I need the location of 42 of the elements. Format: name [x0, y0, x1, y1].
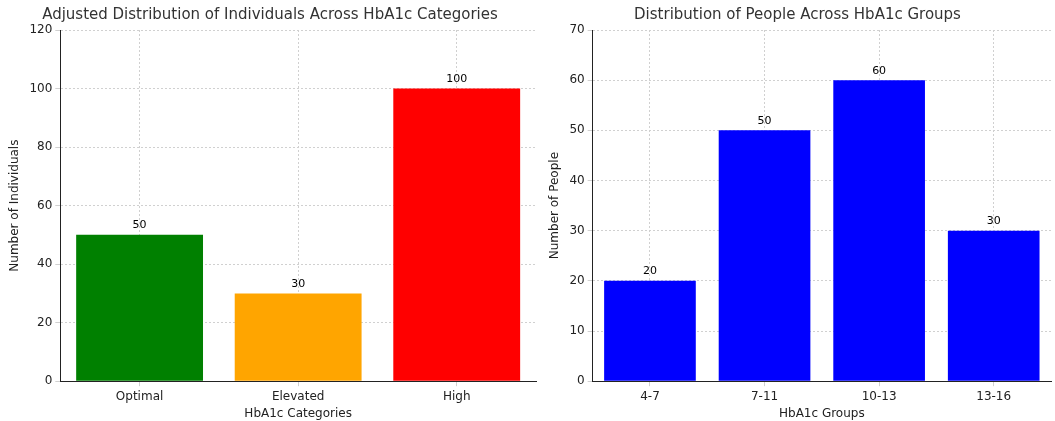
- bar: [393, 88, 521, 381]
- x-tick-label: 4-7: [640, 388, 660, 403]
- y-tick-label: 20: [569, 272, 585, 287]
- x-tick-label: 10-13: [861, 388, 897, 403]
- data-label: 50: [757, 113, 772, 127]
- y-tick-label: 60: [569, 72, 585, 87]
- y-tick-label: 50: [569, 122, 585, 137]
- y-tick-label: 10: [569, 323, 585, 338]
- data-label: 30: [986, 214, 1001, 228]
- bar: [76, 234, 204, 381]
- x-axis-title: HbA1c Groups: [778, 405, 865, 420]
- y-tick-label: 20: [37, 314, 53, 329]
- y-tick-label: 40: [569, 172, 585, 187]
- y-tick-label: 120: [29, 22, 53, 37]
- bar: [234, 293, 362, 381]
- y-tick-label: 40: [37, 256, 53, 271]
- y-tick-label: 0: [577, 373, 585, 388]
- x-tick-label: Optimal: [115, 388, 164, 403]
- bar: [718, 130, 811, 381]
- y-tick-label: 30: [569, 222, 585, 237]
- chart-title: Adjusted Distribution of Individuals Across HbA1c Categories: [42, 4, 499, 23]
- x-tick-label: High: [442, 388, 471, 403]
- data-label: 30: [291, 276, 306, 290]
- chart-title: Distribution of People Across HbA1c Groups: [634, 4, 962, 23]
- data-label: 60: [872, 63, 887, 77]
- x-tick-label: 7-11: [750, 388, 779, 403]
- y-tick-label: 70: [569, 22, 585, 37]
- bar: [947, 230, 1040, 381]
- y-tick-label: 100: [29, 80, 53, 95]
- y-tick-label: 60: [37, 197, 53, 212]
- y-axis-title: Number of People: [547, 151, 562, 260]
- data-label: 50: [132, 218, 147, 232]
- x-axis-title: HbA1c Categories: [244, 405, 352, 420]
- y-axis-title: Number of Individuals: [7, 139, 22, 272]
- x-tick-label: 13-16: [976, 388, 1012, 403]
- y-tick-label: 80: [37, 139, 53, 154]
- data-label: 100: [446, 71, 468, 85]
- y-tick-label: 0: [44, 373, 53, 388]
- bar: [833, 80, 925, 381]
- x-tick-label: Elevated: [271, 388, 325, 403]
- data-label: 20: [642, 264, 657, 278]
- bar: [604, 280, 696, 381]
